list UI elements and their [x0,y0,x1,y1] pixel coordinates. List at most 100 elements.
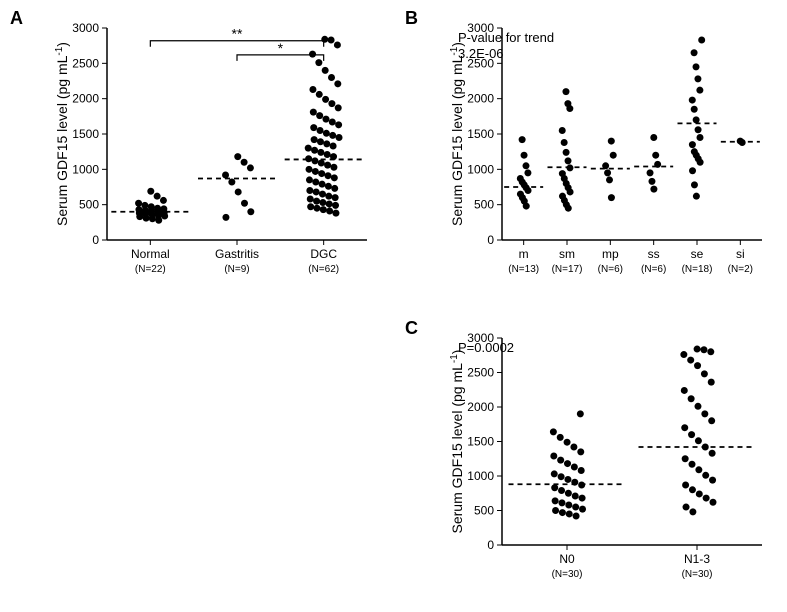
data-point [320,206,327,213]
y-tick-label: 1500 [72,127,99,141]
data-point [696,87,703,94]
data-point [561,139,568,146]
data-point [328,74,335,81]
y-tick-label: 500 [79,198,99,212]
data-point [564,439,571,446]
panel-c-label: C [405,318,418,339]
data-point [330,143,337,150]
y-tick-label: 0 [92,233,99,247]
data-point [563,149,570,156]
data-point [332,194,339,201]
data-point [610,152,617,159]
data-point [234,153,241,160]
data-point [324,151,331,158]
x-tick-n: (N=13) [508,264,539,275]
data-point [701,370,708,377]
data-point [577,448,584,455]
y-tick-label: 2000 [467,92,494,106]
data-point [335,121,342,128]
data-point [696,490,703,497]
figure: A B C 050010001500200025003000Serum GDF1… [0,0,787,607]
x-tick-n: (N=9) [224,264,249,275]
data-point [689,167,696,174]
data-point [559,193,566,200]
data-point [552,497,559,504]
y-tick-label: 2000 [72,92,99,106]
data-point [309,86,316,93]
data-point [306,187,313,194]
data-point [558,499,565,506]
annotation: P-value for trend [458,30,554,45]
data-point [696,134,703,141]
data-point [691,106,698,113]
x-tick-n: (N=6) [641,264,666,275]
data-point [312,168,319,175]
data-point [324,162,331,169]
data-point [693,116,700,123]
data-point [687,357,694,364]
x-tick-n: (N=18) [682,264,713,275]
data-point [154,205,161,212]
data-point [695,466,702,473]
data-point [222,214,229,221]
data-point [608,194,615,201]
data-point [331,174,338,181]
data-point [648,178,655,185]
data-point [571,464,578,471]
data-point [709,477,716,484]
sig-label: ** [232,26,243,42]
data-point [701,410,708,417]
y-axis-label: Serum GDF15 level (pg mL-1) [449,42,465,226]
data-point [316,112,323,119]
x-tick-label: ss [648,247,660,261]
x-tick-label: si [736,247,745,261]
data-point [313,188,320,195]
x-tick-label: DGC [310,247,337,261]
data-point [325,183,332,190]
data-point [325,172,332,179]
data-point [335,104,342,111]
data-point [329,118,336,125]
data-point [524,169,531,176]
data-point [332,210,339,217]
data-point [311,136,318,143]
data-point [709,499,716,506]
data-point [691,181,698,188]
data-point [309,51,316,58]
data-point [306,176,313,183]
x-tick-label: se [691,247,704,261]
data-point [235,188,242,195]
data-point [559,127,566,134]
x-tick-n: (N=62) [308,264,339,275]
data-point [688,431,695,438]
data-point [307,203,314,210]
plot-canvas: 050010001500200025003000Serum GDF15 leve… [0,0,787,607]
data-point [652,152,659,159]
data-point [330,164,337,171]
data-point [322,116,329,123]
x-tick-label: Normal [131,247,170,261]
data-point [311,157,318,164]
data-point [689,508,696,515]
y-tick-label: 2500 [72,56,99,70]
data-point [689,141,696,148]
data-point [322,96,329,103]
data-point [683,504,690,511]
data-point [694,362,701,369]
y-tick-label: 500 [474,198,494,212]
data-point [557,434,564,441]
x-tick-n: (N=17) [552,264,583,275]
data-point [331,185,338,192]
y-tick-label: 2000 [467,400,494,414]
data-point [689,97,696,104]
data-point [328,100,335,107]
y-axis-label: Serum GDF15 level (pg mL-1) [54,42,70,226]
data-point [310,109,317,116]
annotation: P=0.0002 [458,340,514,355]
data-point [688,395,695,402]
data-point [326,200,333,207]
data-point [322,67,329,74]
data-point [650,186,657,193]
data-point [305,145,312,152]
x-tick-n: (N=2) [728,264,753,275]
